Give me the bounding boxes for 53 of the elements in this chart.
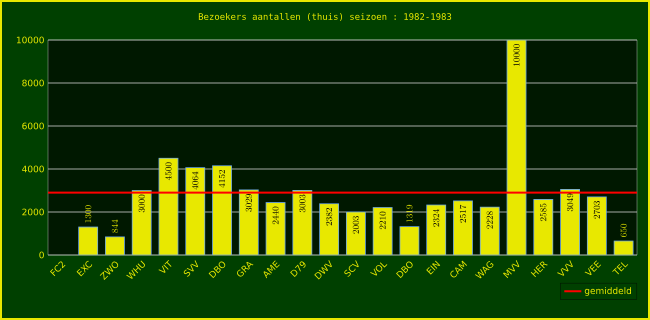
data-label: 2703 xyxy=(594,201,600,219)
y-tick-label: 6000 xyxy=(22,122,44,130)
data-label: 3029 xyxy=(246,194,252,212)
data-label: 2003 xyxy=(352,216,359,234)
bar xyxy=(373,207,392,255)
x-tick-label: VOL xyxy=(370,262,388,276)
bar xyxy=(507,40,526,255)
data-label: 3003 xyxy=(299,194,306,212)
data-label: 3000 xyxy=(138,194,145,212)
data-label: 1300 xyxy=(85,205,92,222)
bar xyxy=(132,190,152,255)
data-label: 1319 xyxy=(406,204,413,222)
data-label: 3049 xyxy=(566,194,574,212)
data-label: 2228 xyxy=(486,211,493,229)
data-label: 10000 xyxy=(513,44,520,66)
legend-label: gemiddeld xyxy=(584,287,632,296)
data-label: 844 xyxy=(112,220,118,233)
bar xyxy=(78,227,98,255)
bar xyxy=(453,200,472,255)
y-tick-label: 0 xyxy=(39,252,44,258)
bar xyxy=(292,190,312,255)
bar xyxy=(534,199,553,255)
data-label: 650 xyxy=(620,224,627,237)
data-label: 2382 xyxy=(326,208,332,226)
bar xyxy=(587,196,606,255)
data-label: 2324 xyxy=(433,209,440,227)
bar xyxy=(186,168,205,255)
bar xyxy=(158,158,178,255)
bar xyxy=(266,202,286,255)
bar xyxy=(400,226,419,255)
x-tick-label: VIT xyxy=(158,260,172,273)
y-tick-label: 8000 xyxy=(22,80,44,86)
data-label: 2440 xyxy=(272,206,279,224)
data-label: 2585 xyxy=(540,204,546,222)
y-tick-label: 10000 xyxy=(16,36,44,44)
y-tick-label: 2000 xyxy=(22,208,44,216)
data-label: 4064 xyxy=(192,172,198,190)
chart-title: Bezoekers aantallen (thuis) seizoen : 1982-1983 xyxy=(198,12,452,22)
y-tick-label: 4000 xyxy=(22,166,44,172)
bar xyxy=(320,204,339,255)
x-tick-label: VEE xyxy=(584,260,602,276)
data-label: 2517 xyxy=(460,204,466,223)
bar xyxy=(239,190,258,255)
x-tick-label: GRA xyxy=(237,262,254,277)
bar xyxy=(212,166,232,255)
data-label: 4152 xyxy=(218,170,226,188)
x-tick-label: FC2 xyxy=(50,261,66,276)
x-tick-label: TEL xyxy=(612,262,628,274)
bar xyxy=(426,205,446,255)
bar xyxy=(480,207,500,255)
x-tick-label: EIN xyxy=(426,260,440,275)
data-label: 4500 xyxy=(165,162,172,180)
data-label: 2210 xyxy=(380,212,386,230)
